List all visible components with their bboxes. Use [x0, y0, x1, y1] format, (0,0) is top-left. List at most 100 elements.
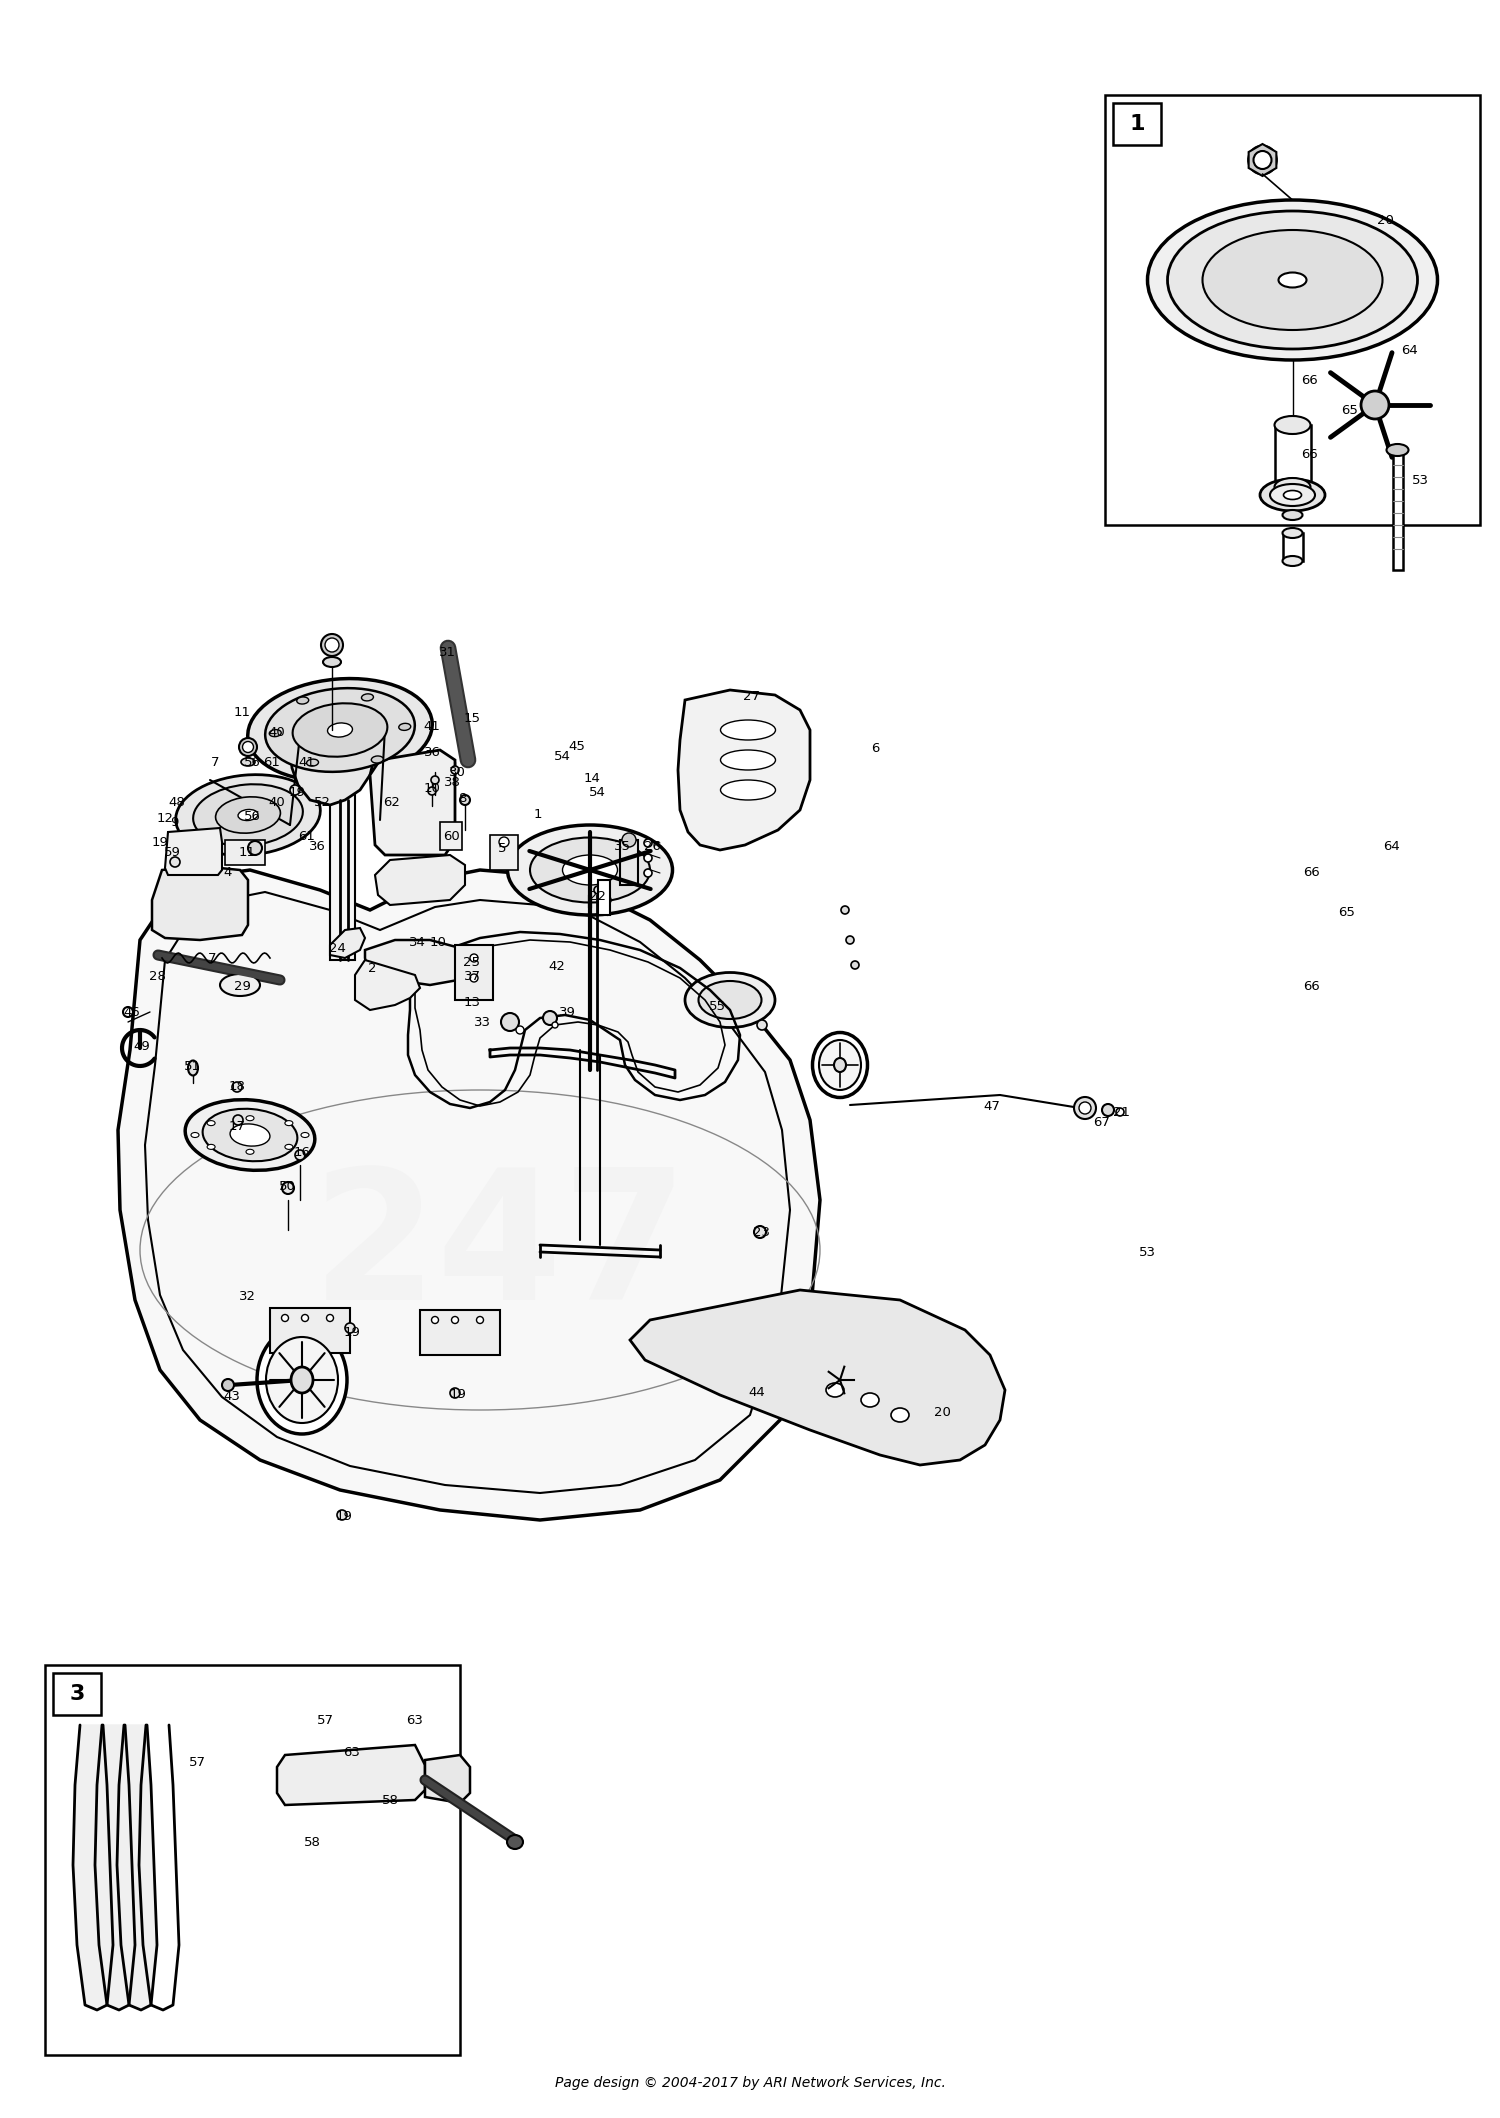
Text: 37: 37	[464, 970, 480, 983]
Text: 10: 10	[429, 936, 447, 949]
Ellipse shape	[399, 724, 411, 731]
Text: 19: 19	[344, 1326, 360, 1339]
Ellipse shape	[846, 936, 853, 945]
Text: 11: 11	[238, 845, 255, 858]
Ellipse shape	[123, 1006, 134, 1017]
Ellipse shape	[327, 722, 352, 737]
Text: 58: 58	[303, 1836, 321, 1849]
Ellipse shape	[552, 1023, 558, 1027]
Ellipse shape	[238, 809, 258, 820]
Ellipse shape	[427, 788, 436, 794]
Ellipse shape	[1360, 392, 1389, 419]
Ellipse shape	[326, 638, 339, 652]
Ellipse shape	[754, 1226, 766, 1239]
Text: 42: 42	[549, 959, 566, 974]
Text: 8: 8	[458, 792, 466, 805]
Polygon shape	[278, 1745, 424, 1805]
Polygon shape	[74, 1724, 112, 2010]
Ellipse shape	[216, 796, 280, 832]
Ellipse shape	[248, 678, 432, 782]
Ellipse shape	[1102, 1103, 1114, 1116]
Ellipse shape	[861, 1394, 879, 1406]
Ellipse shape	[562, 856, 618, 885]
Ellipse shape	[501, 1012, 519, 1031]
Text: 19: 19	[288, 786, 306, 798]
Text: 48: 48	[168, 796, 186, 809]
Ellipse shape	[516, 1025, 524, 1034]
Ellipse shape	[1278, 273, 1306, 288]
Text: 56: 56	[243, 811, 261, 824]
Text: 44: 44	[748, 1385, 765, 1398]
Text: 66: 66	[1304, 866, 1320, 879]
Bar	[330, 760, 356, 959]
Ellipse shape	[285, 1120, 292, 1125]
Text: 53: 53	[1138, 1245, 1155, 1258]
Polygon shape	[678, 690, 810, 849]
Ellipse shape	[184, 1099, 315, 1171]
Text: 24: 24	[328, 943, 345, 955]
Ellipse shape	[248, 841, 262, 856]
Text: 50: 50	[279, 1180, 296, 1195]
Text: 65: 65	[1338, 907, 1356, 919]
Ellipse shape	[170, 858, 180, 866]
Ellipse shape	[1386, 445, 1408, 455]
Bar	[1113, 104, 1161, 144]
Text: 5: 5	[498, 841, 506, 854]
Ellipse shape	[1116, 1108, 1124, 1116]
Text: 21: 21	[1113, 1106, 1131, 1118]
Bar	[1282, 534, 1302, 561]
Text: 54: 54	[554, 750, 570, 762]
Text: 59: 59	[164, 845, 180, 858]
Text: 60: 60	[444, 830, 460, 843]
Ellipse shape	[758, 1021, 766, 1029]
Text: 26: 26	[644, 841, 660, 854]
Text: 63: 63	[406, 1713, 423, 1726]
Polygon shape	[290, 699, 375, 805]
Text: 35: 35	[614, 841, 630, 854]
Text: 29: 29	[234, 981, 250, 993]
Polygon shape	[330, 928, 364, 957]
Bar	[490, 834, 517, 870]
Ellipse shape	[1248, 146, 1276, 174]
Bar	[440, 822, 462, 849]
Text: 7: 7	[207, 951, 216, 964]
Ellipse shape	[296, 1150, 304, 1161]
Ellipse shape	[282, 1182, 294, 1195]
Bar	[454, 945, 494, 1000]
Text: 52: 52	[314, 796, 330, 809]
Text: 6: 6	[871, 741, 879, 754]
Ellipse shape	[176, 775, 321, 856]
Ellipse shape	[1148, 199, 1437, 360]
Ellipse shape	[470, 974, 478, 983]
Bar	[225, 841, 266, 864]
Polygon shape	[364, 940, 465, 985]
Text: Page design © 2004-2017 by ARI Network Services, Inc.: Page design © 2004-2017 by ARI Network S…	[555, 2076, 945, 2090]
Ellipse shape	[302, 1315, 309, 1322]
Ellipse shape	[362, 695, 374, 701]
Ellipse shape	[1282, 527, 1302, 538]
Text: 1: 1	[1130, 114, 1144, 133]
Ellipse shape	[1078, 1101, 1090, 1114]
Text: 4: 4	[224, 866, 232, 879]
Ellipse shape	[720, 779, 776, 801]
Text: 40: 40	[268, 726, 285, 739]
Ellipse shape	[1203, 231, 1383, 330]
Text: 19: 19	[336, 1510, 352, 1523]
Polygon shape	[630, 1290, 1005, 1466]
Text: 11: 11	[234, 705, 250, 718]
Text: 61: 61	[264, 756, 280, 769]
Ellipse shape	[188, 1061, 198, 1076]
Ellipse shape	[827, 1383, 844, 1398]
Text: 30: 30	[448, 765, 465, 779]
Text: 40: 40	[268, 796, 285, 809]
Text: 23: 23	[753, 1226, 771, 1239]
Ellipse shape	[306, 758, 318, 767]
Text: 33: 33	[474, 1015, 490, 1029]
Text: 41: 41	[423, 720, 441, 733]
Text: 61: 61	[298, 830, 315, 843]
Text: 51: 51	[183, 1061, 201, 1074]
Ellipse shape	[202, 1108, 297, 1161]
Bar	[620, 841, 638, 885]
Text: 36: 36	[309, 841, 326, 854]
Ellipse shape	[285, 1144, 292, 1150]
